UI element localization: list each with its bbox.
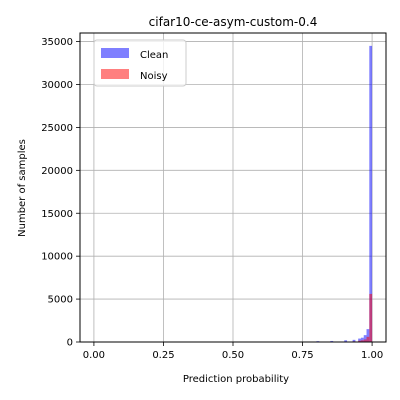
- y-tick-label: 30000: [41, 80, 73, 91]
- x-tick-label: 0.25: [152, 350, 174, 361]
- y-tick-label: 5000: [48, 295, 73, 306]
- bar-clean: [344, 340, 348, 342]
- legend-swatch-noisy: [101, 69, 129, 79]
- bar-clean: [363, 335, 367, 342]
- bar-noisy: [369, 293, 373, 342]
- bar-clean: [330, 340, 334, 342]
- bar-clean: [352, 339, 356, 342]
- bar-noisy: [358, 340, 361, 342]
- legend-label-noisy: Noisy: [140, 71, 168, 82]
- bar-clean: [360, 337, 364, 342]
- bar-noisy: [363, 339, 367, 342]
- legend-label-clean: Clean: [140, 50, 168, 61]
- y-tick-label: 20000: [41, 166, 73, 177]
- x-tick-label: 0.50: [222, 350, 244, 361]
- y-tick-label: 25000: [41, 123, 73, 134]
- y-tick-label: 10000: [41, 252, 73, 263]
- bar-noisy: [366, 336, 370, 342]
- bar-noisy: [360, 340, 364, 342]
- y-tick-label: 35000: [41, 37, 73, 48]
- x-tick-label: 0.00: [83, 350, 105, 361]
- x-tick-label: 1.00: [361, 350, 383, 361]
- bar-clean: [369, 45, 373, 342]
- axis-ticks: 0.00 0.25 0.50 0.75 1.00 0 5000 10000 15000 20000…: [41, 37, 383, 361]
- x-axis-label: Prediction probability: [183, 374, 289, 385]
- bar-clean: [358, 338, 361, 342]
- x-tick-label: 0.75: [291, 350, 313, 361]
- legend-swatch-clean: [101, 48, 129, 58]
- legend: Clean Noisy: [93, 39, 187, 87]
- y-tick-label: 15000: [41, 209, 73, 220]
- y-tick-label: 0: [67, 338, 73, 349]
- bar-clean: [366, 329, 370, 342]
- y-axis-label: Number of samples: [17, 139, 28, 237]
- chart-title: cifar10-ce-asym-custom-0.4: [149, 15, 318, 29]
